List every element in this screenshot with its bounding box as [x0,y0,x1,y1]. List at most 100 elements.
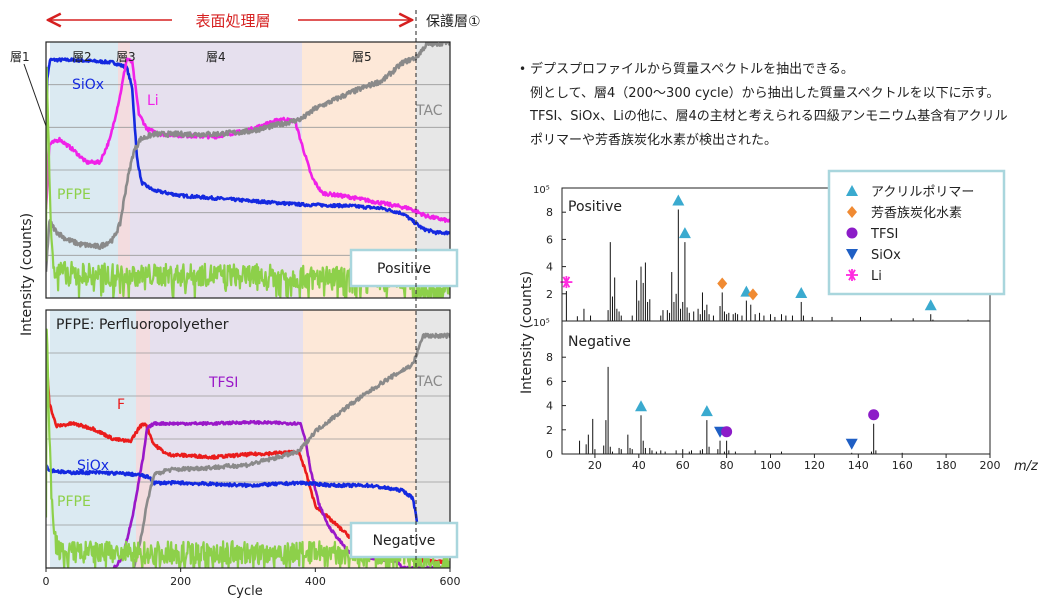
positive-y-tick-label: 4 [546,261,553,274]
pfpe-note: PFPE: Perfluoropolyether [56,317,229,333]
negative-series-tac [132,332,450,568]
spectrum-x-tick-label: 80 [720,459,734,472]
description-line-1: デプスプロファイルから質量スペクトルを抽出できる。 [530,61,854,77]
acryl-marker [846,185,858,196]
acryl-marker [700,405,713,417]
layer1-label: 層1 [10,50,30,64]
spectrum-x-tick-label: 140 [848,459,869,472]
top-label-siox: SiOx [72,77,104,93]
spectrum-x-tick-label: 200 [980,459,1001,472]
tfsi-marker [868,409,880,421]
top-label-tac: TAC [415,103,443,119]
spectrum-y-axis-label: Intensity (counts) [519,271,535,394]
siox-marker [846,249,858,260]
negative-spectrum-title: Negative [568,334,631,350]
legend-label-tfsi: TFSI [870,227,898,242]
li-marker [846,269,858,281]
negative-spectrum-peaks [579,366,903,454]
negative-y-tick-label: 6 [546,375,553,388]
layer5-label: 層5 [352,50,372,64]
bottom-label-f: F [117,397,125,413]
profile-x-tick-label: 600 [440,575,461,588]
positive-box [349,248,459,288]
positive-spectrum-title: Positive [568,199,622,215]
spectrum-x-tick-label: 180 [936,459,957,472]
acryl-marker [678,227,691,239]
negative-y-tick-label: 0 [546,448,553,461]
spectrum-x-tick-label: 100 [760,459,781,472]
negative-series-siox [46,464,450,555]
spectrum-x-tick-label: 160 [892,459,913,472]
spectrum-y-ticks: 2 4 6 8 0 2 4 6 8 [546,206,566,461]
negative-y-tick-label: 4 [546,400,553,413]
layer3-label: 層3 [116,50,136,64]
bottom-label-tac: TAC [415,374,443,390]
top-panel-frame [45,41,451,299]
positive-y-tick-label: 2 [546,288,553,301]
spectrum-x-tick-label: 60 [676,459,690,472]
positive-series-siox [46,57,450,236]
spectrum-x-tick-label: 40 [632,459,646,472]
profile-x-tick-label: 0 [43,575,50,588]
acryl-marker [795,286,808,298]
spectrum-x-tick-label: 120 [804,459,825,472]
li-marker [560,276,573,289]
profile-x-tick-label: 200 [170,575,191,588]
siox-marker [845,438,858,450]
top-label-li: Li [147,93,159,109]
acryl-marker [672,194,685,206]
profile-y-axis-label: Intensity (counts) [19,213,35,336]
positive-spectrum-peaks [565,209,969,321]
bottom-panel-frame [45,309,451,569]
layer4-label: 層4 [206,50,226,64]
bottom-label-siox: SiOx [77,458,109,474]
spectrum-x-ticks: 20 40 60 80 100 120 140 160 180 200 [588,454,1001,472]
legend-box [827,169,1006,296]
negative-y-tick-label: 2 [546,424,553,437]
surface-layer-header: 表面処理層 保護層① [48,12,481,30]
acryl-marker [924,299,937,311]
negative-y-tick-label: 8 [546,351,553,364]
bottom-label-tfsi: TFSI [208,375,238,391]
positive-series-tac [46,42,450,272]
description-line-4: ポリマーや芳香族炭化水素が検出された。 [530,132,777,148]
tfsi-marker [721,426,733,438]
tfsi-marker [846,227,858,239]
acryl-marker [635,400,648,412]
positive-y-tick-label: 8 [546,206,553,219]
description-line-2: 例として、層4（200～300 cycle）から抽出した質量スペクトルを以下に示… [530,86,999,101]
aromatic-marker [717,277,728,290]
negative-box [349,521,459,559]
positive-box-label: Positive [377,261,431,277]
legend-label-acryl: アクリルポリマー [871,185,974,200]
profile-x-tick-label: 400 [305,575,326,588]
profile-x-axis-label: Cycle [227,584,263,599]
legend-label-li: Li [871,269,882,284]
description-block: • デプスプロファイルから質量スペクトルを抽出できる。 例として、層4（200～… [519,61,1008,148]
negative-box-label: Negative [373,533,436,549]
legend-label-siox: SiOx [871,248,901,263]
description-bullet: • [519,62,526,76]
spectrum-x-axis-label: m/z [1014,459,1039,474]
surface-layer-label: 表面処理層 [195,12,270,30]
description-line-3: TFSI、SiOx、Liの他に、層4の主材と考えられる四級アンモニウム基含有アク… [529,108,1008,124]
protect-layer-label: 保護層① [426,14,481,30]
positive-y-tick-label: 6 [546,233,553,246]
bottom-label-pfpe: PFPE [57,494,91,510]
legend-label-arom: 芳香族炭化水素 [871,205,962,221]
positive-profile-panel: 層1 層2 層3 層4 層5 SiOx Li PFPE TAC Positive [10,41,459,299]
positive-exponent: 10⁵ [533,185,550,196]
spectrum-markers [560,194,937,450]
layer1-pointer [23,63,47,127]
negative-exponent: 10⁵ [533,318,550,329]
top-label-pfpe: PFPE [57,187,91,203]
aromatic-marker [747,288,758,301]
negative-profile-panel: PFPE: Perfluoropolyether F TFSI SiOx PFP… [45,309,459,569]
aromatic-marker [847,206,857,218]
layer2-label: 層2 [72,50,92,64]
spectrum-x-tick-label: 20 [588,459,602,472]
